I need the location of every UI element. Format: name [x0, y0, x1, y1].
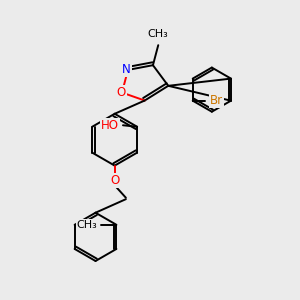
Text: HO: HO	[101, 119, 119, 132]
Text: O: O	[110, 174, 119, 188]
Text: N: N	[122, 63, 131, 76]
Text: O: O	[117, 86, 126, 99]
Text: CH₃: CH₃	[148, 29, 169, 39]
Text: CH₃: CH₃	[76, 220, 97, 230]
Text: Br: Br	[210, 94, 223, 107]
